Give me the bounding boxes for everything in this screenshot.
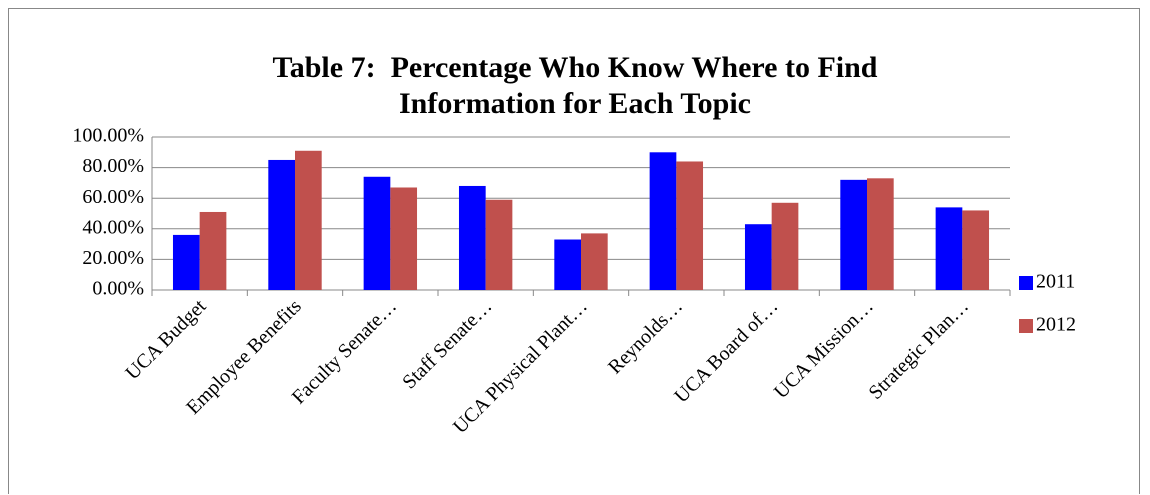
- x-tick-label: Staff Senate…: [398, 295, 496, 393]
- x-tick-label: Faculty Senate…: [288, 295, 401, 408]
- bar: [840, 179, 867, 290]
- bar: [268, 159, 295, 290]
- legend-swatch: [1019, 319, 1033, 333]
- x-tick-label: UCA Budget: [121, 295, 210, 384]
- y-tick-label: 0.00%: [92, 278, 144, 300]
- bar: [363, 176, 391, 290]
- chart-frame: [8, 8, 1140, 494]
- y-tick-label: 40.00%: [82, 216, 144, 238]
- y-tick-label: 60.00%: [82, 186, 144, 208]
- x-tick-label: Strategic Plan…: [864, 295, 973, 404]
- bar: [935, 207, 963, 290]
- bar: [172, 234, 200, 290]
- y-tick-label: 80.00%: [82, 155, 144, 177]
- bar: [458, 185, 486, 290]
- legend-swatch: [1019, 276, 1033, 290]
- bar: [390, 187, 418, 290]
- bar: [485, 199, 513, 290]
- bar: [744, 224, 772, 290]
- x-tick-label: UCA Board of…: [670, 295, 782, 407]
- x-tick-label: Reynolds…: [604, 295, 687, 378]
- legend-label: 2012: [1036, 314, 1076, 336]
- chart-title: Table 7: Percentage Who Know Where to Fi…: [272, 51, 885, 120]
- y-tick-label: 100.00%: [72, 125, 144, 147]
- bar: [676, 161, 704, 290]
- bar: [581, 233, 608, 290]
- legend-label: 2011: [1036, 271, 1075, 293]
- bar: [199, 211, 227, 290]
- bar: [295, 150, 322, 290]
- bar: [771, 202, 799, 290]
- bar: [649, 152, 677, 290]
- bar: [867, 178, 894, 290]
- bar: [554, 239, 581, 290]
- x-tick-label: UCA Mission…: [770, 295, 878, 403]
- y-tick-label: 20.00%: [82, 247, 144, 269]
- bar: [962, 210, 990, 290]
